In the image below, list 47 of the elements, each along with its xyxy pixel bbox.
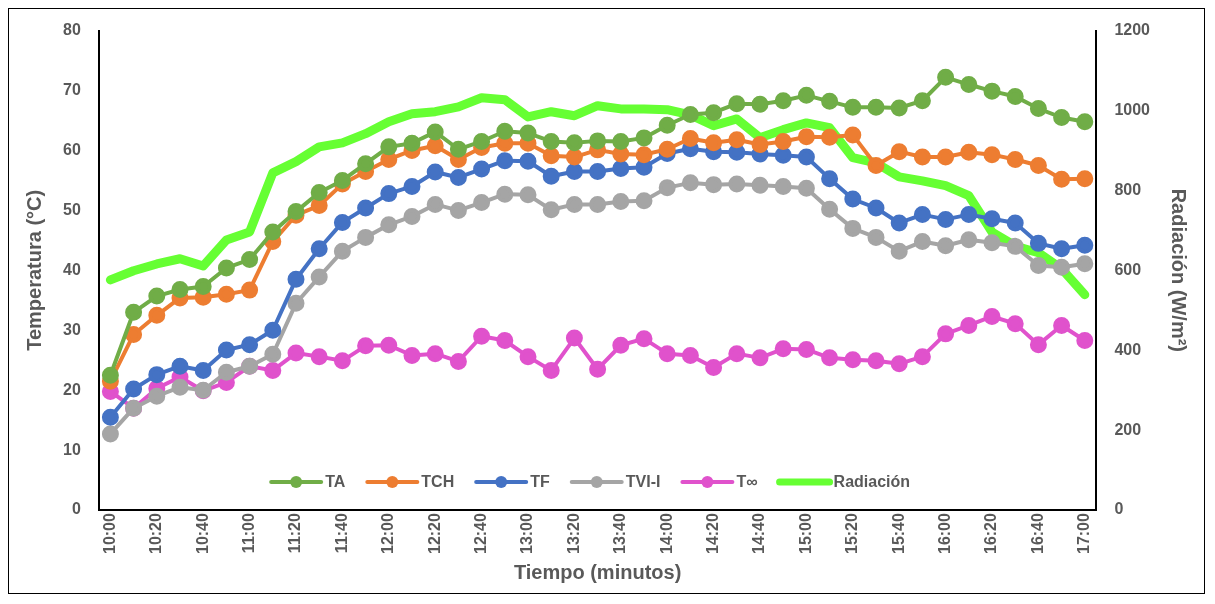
- y2-tick-label: 1200: [1114, 21, 1151, 39]
- x-tick-label: 14:20: [704, 512, 722, 554]
- x-tick-label: 15:20: [843, 512, 861, 554]
- legend-label: TF: [530, 473, 550, 491]
- x-tick-label: 10:40: [193, 512, 211, 554]
- x-tick-label: 12:00: [379, 512, 397, 554]
- y-tick-label: 40: [63, 260, 81, 278]
- y-tick-label: 20: [63, 380, 81, 398]
- y2-tick-label: 200: [1114, 420, 1142, 438]
- x-tick-label: 11:20: [286, 512, 304, 554]
- legend-label: T∞: [736, 473, 758, 491]
- x-tick-label: 11:40: [332, 512, 350, 554]
- y-tick-label: 30: [63, 320, 81, 338]
- x-tick-label: 15:40: [889, 512, 907, 554]
- y-tick-label: 0: [71, 500, 81, 518]
- x-tick-label: 16:40: [1028, 512, 1046, 554]
- y-tick-label: 10: [63, 440, 81, 458]
- y-tick-label: 70: [63, 80, 81, 98]
- y2-tick-label: 0: [1114, 500, 1124, 518]
- y-tick-label: 50: [63, 200, 81, 218]
- x-tick-label: 16:00: [936, 512, 954, 554]
- x-tick-label: 10:20: [147, 512, 165, 554]
- x-tick-label: 14:00: [657, 512, 675, 554]
- x-tick-label: 13:20: [564, 512, 582, 554]
- x-tick-label: 15:00: [796, 512, 814, 554]
- y2-tick-label: 800: [1114, 180, 1142, 198]
- x-tick-label: 13:40: [611, 512, 629, 554]
- legend-label: TCH: [421, 473, 455, 491]
- y2-tick-label: 600: [1114, 260, 1142, 278]
- x-tick-label: 14:40: [750, 512, 768, 554]
- x-tick-label: 16:20: [982, 512, 1000, 554]
- legend-label: TVI-I: [625, 473, 661, 491]
- x-tick-label: 17:00: [1075, 512, 1093, 554]
- y2-tick-label: 1000: [1114, 100, 1151, 118]
- x-tick-label: 10:00: [100, 512, 118, 554]
- x-tick-label: 13:00: [518, 512, 536, 554]
- y2-axis-title: Radiación (W/m²): [1168, 188, 1191, 353]
- y2-tick-label: 400: [1114, 340, 1142, 358]
- x-tick-label: 12:20: [425, 512, 443, 554]
- legend-label: TA: [325, 473, 346, 491]
- legend-label: Radiación: [833, 473, 911, 491]
- y-axis-title: Temperatura (°C): [22, 189, 45, 351]
- x-axis-title: Tiempo (minutos): [513, 560, 682, 583]
- y-tick-label: 80: [63, 21, 81, 39]
- y-tick-label: 60: [63, 140, 81, 158]
- x-tick-label: 12:40: [472, 512, 490, 554]
- x-tick-label: 11:00: [240, 512, 257, 554]
